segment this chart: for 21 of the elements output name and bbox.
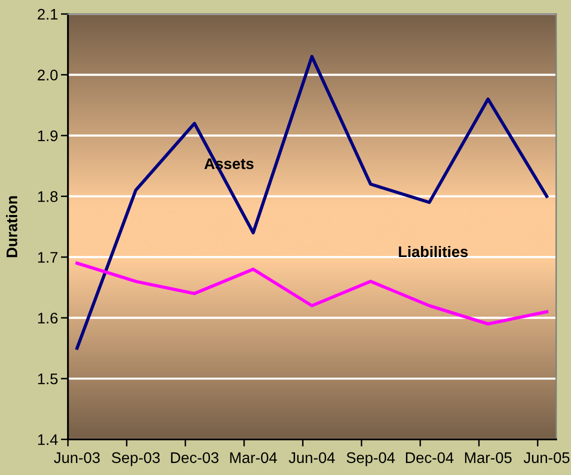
y-tick-label: 1.9 [38, 130, 58, 142]
y-tick-label: 1.4 [38, 434, 58, 445]
y-tick-label: 1.8 [38, 191, 58, 202]
text: Liabilities [398, 246, 468, 258]
x-tick-label: Dec-03 [171, 452, 218, 464]
x-tick-label: Mar-04 [230, 452, 277, 464]
line-series [75, 262, 548, 326]
y-tick-label: 2.1 [38, 8, 58, 20]
x-tick-label: Jun-05 [524, 452, 570, 464]
x-tick-label: Dec-04 [406, 452, 454, 464]
x-tick-label: Mar-05 [465, 452, 512, 464]
y-tick-label: 1.6 [38, 312, 58, 324]
x-tick-label: Jun-04 [288, 452, 335, 464]
line-series [75, 54, 548, 350]
x-tick-label: Sep-03 [112, 452, 160, 466]
y-axis-title: Duration [6, 196, 18, 258]
y-tick-label: 1.5 [38, 374, 58, 384]
y-tick-label: 1.7 [38, 252, 58, 263]
x-tick-label: Sep-04 [346, 452, 395, 466]
y-tick-label: 2.0 [38, 70, 58, 80]
x-tick-label: Jun-03 [54, 452, 100, 464]
